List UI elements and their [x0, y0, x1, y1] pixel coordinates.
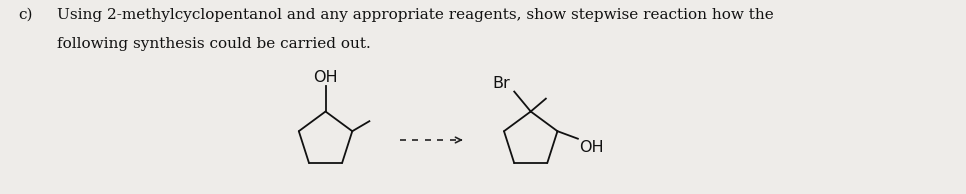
Text: following synthesis could be carried out.: following synthesis could be carried out… [57, 37, 371, 51]
Text: OH: OH [579, 140, 604, 155]
Text: c): c) [17, 8, 32, 22]
Text: OH: OH [313, 70, 338, 86]
Text: Br: Br [493, 76, 510, 91]
Text: Using 2-methylcyclopentanol and any appropriate reagents, show stepwise reaction: Using 2-methylcyclopentanol and any appr… [57, 8, 774, 22]
